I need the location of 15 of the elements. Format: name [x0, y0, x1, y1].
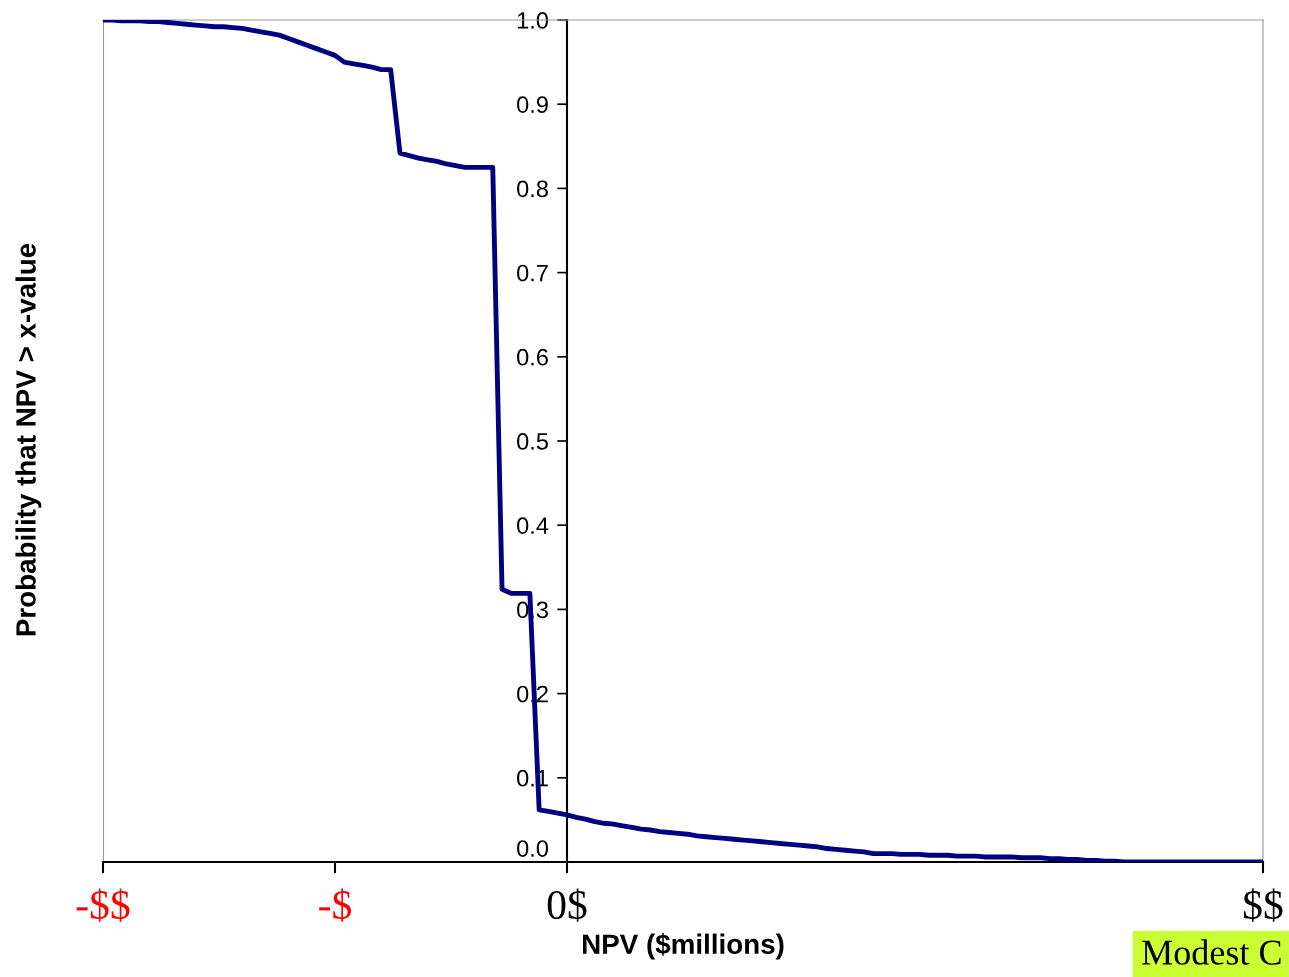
x-tick-label: 0$ [547, 888, 587, 922]
y-tick-label: 0.8 [517, 180, 548, 198]
x-tick-label: $$ [1243, 888, 1283, 922]
x-tick-label: -$ [319, 888, 352, 922]
y-tick-label: 1.0 [517, 12, 549, 29]
y-tick-label: 0.5 [517, 433, 548, 450]
x-tick-label: -$$ [76, 888, 130, 922]
y-axis-title: Probability that NPV > x-value [15, 243, 42, 636]
y-tick-label: 0.7 [517, 264, 548, 282]
y-tick-label: 0.6 [517, 348, 548, 366]
x-axis-title: NPV ($millions) [582, 933, 784, 960]
y-tick-label: 0.4 [517, 517, 549, 534]
text: Modest C [1142, 939, 1281, 965]
y-tick-label: 0.0 [517, 840, 549, 857]
y-tick-label: 0.9 [517, 96, 548, 113]
